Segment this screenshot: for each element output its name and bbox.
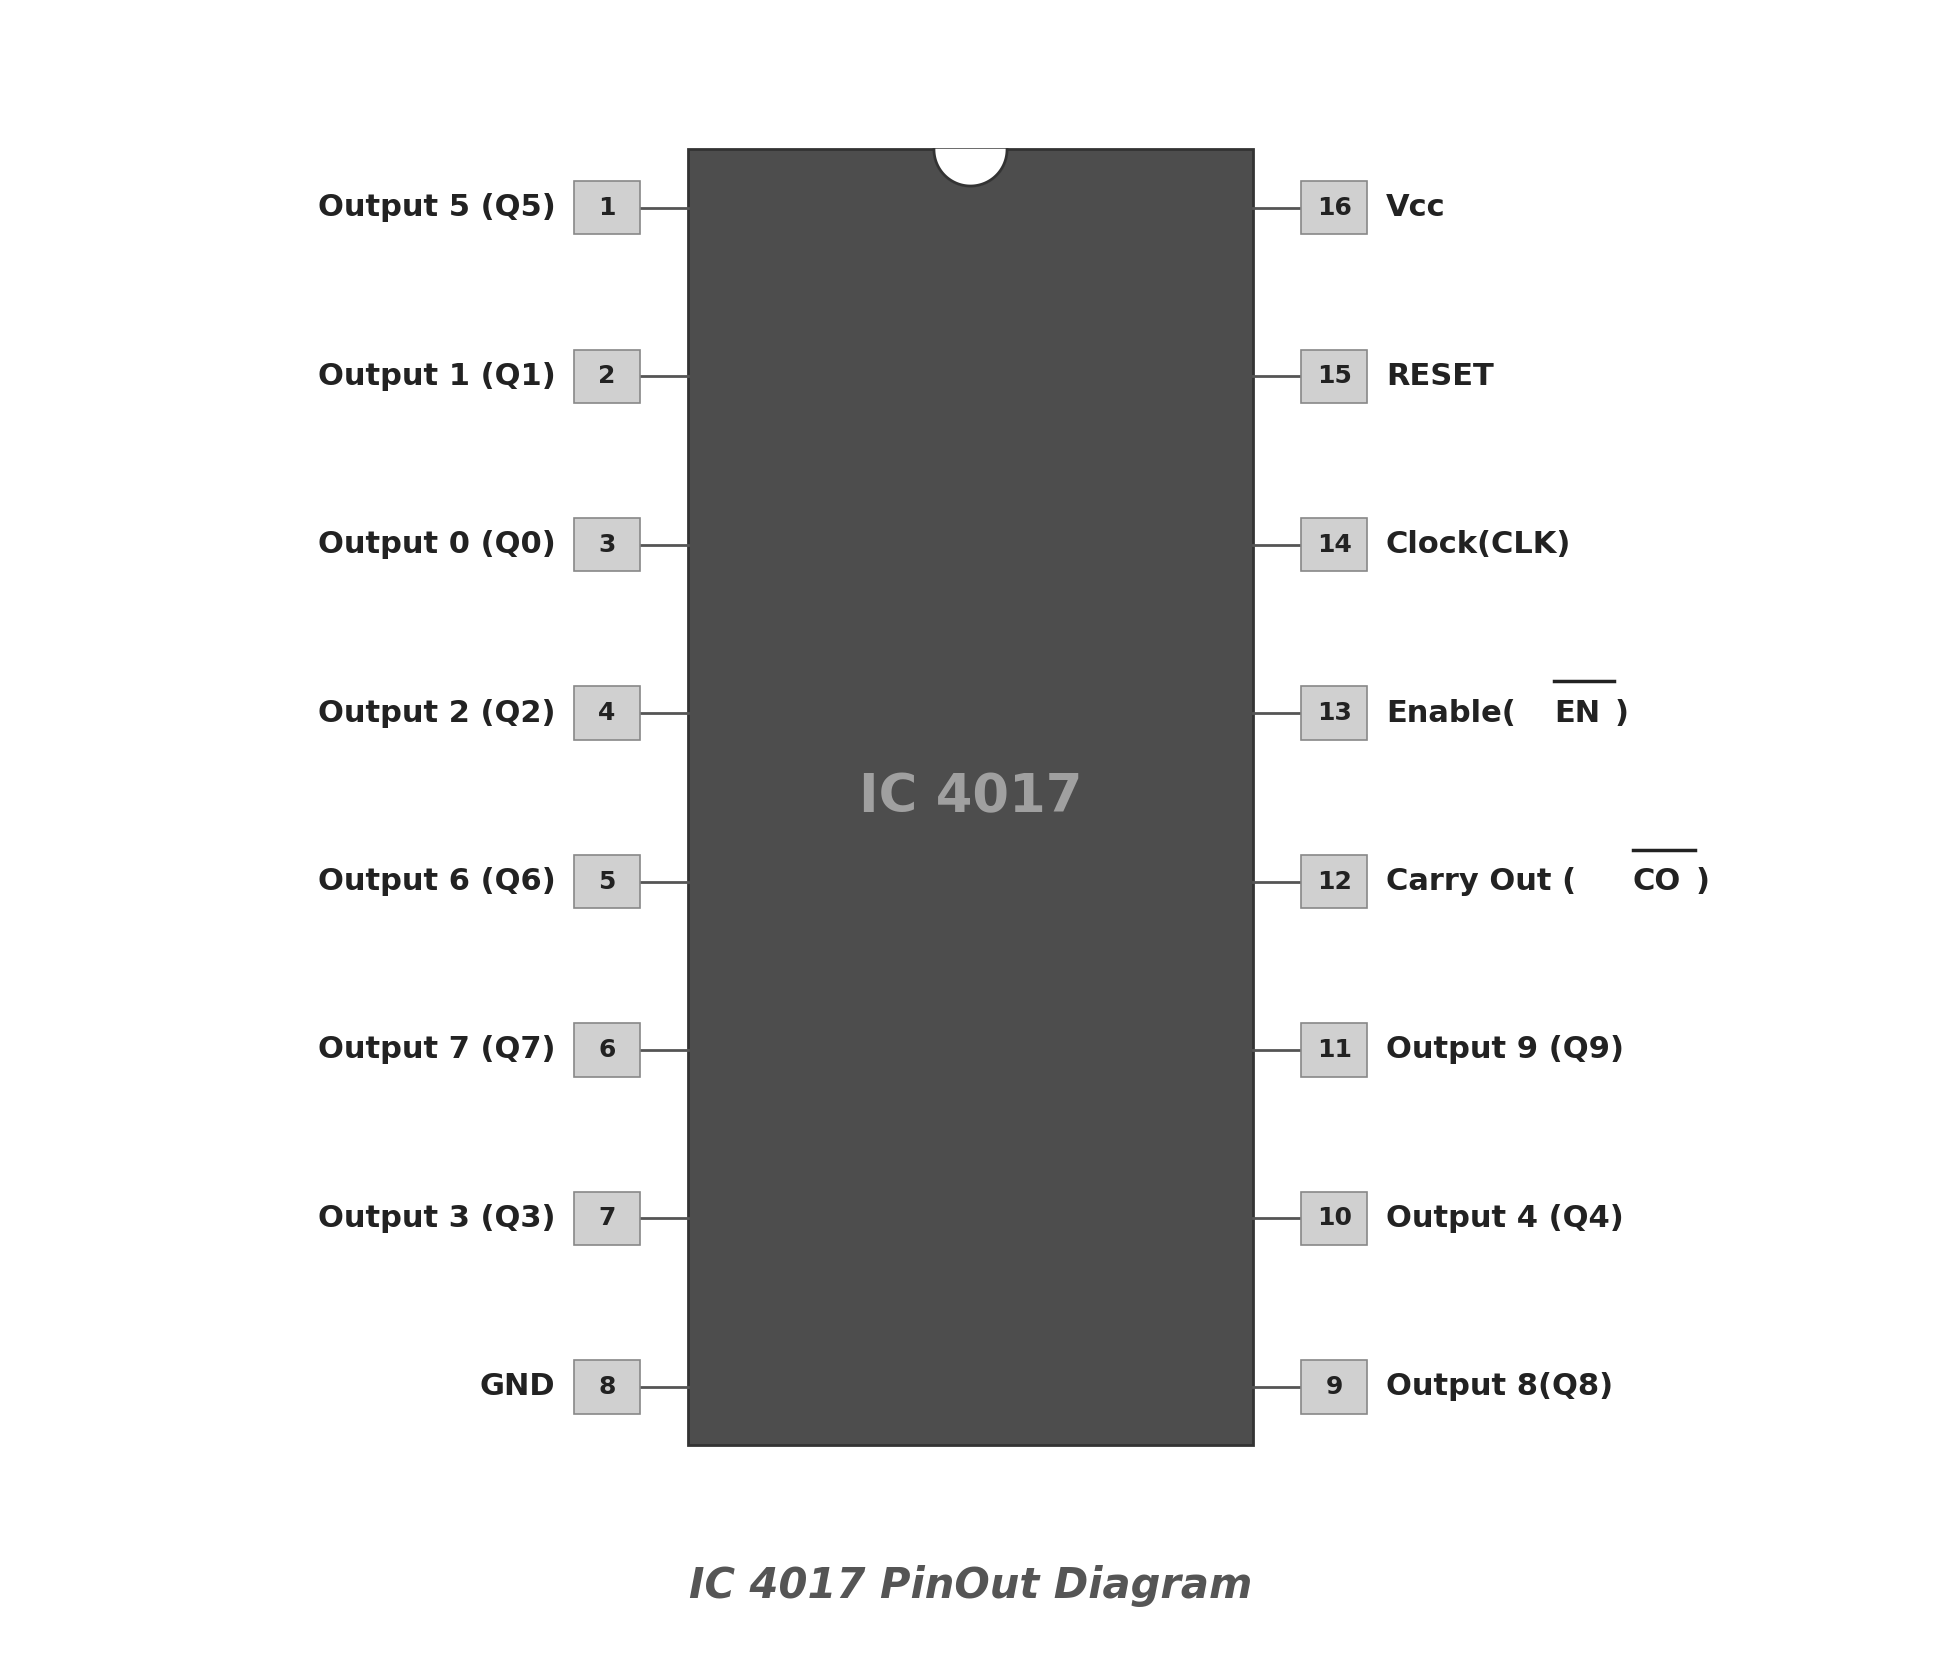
Text: 13: 13 — [1316, 701, 1351, 726]
Polygon shape — [934, 149, 1007, 186]
Text: 8: 8 — [598, 1375, 615, 1399]
FancyBboxPatch shape — [1300, 518, 1368, 571]
FancyBboxPatch shape — [573, 686, 641, 739]
Text: 9: 9 — [1326, 1375, 1343, 1399]
FancyBboxPatch shape — [573, 181, 641, 234]
Text: 4: 4 — [598, 701, 615, 726]
FancyBboxPatch shape — [573, 1193, 641, 1246]
Text: 10: 10 — [1316, 1206, 1351, 1231]
Text: 12: 12 — [1316, 869, 1351, 894]
Text: 3: 3 — [598, 533, 615, 556]
Text: GND: GND — [479, 1372, 555, 1402]
Text: 15: 15 — [1316, 364, 1351, 389]
Text: IC 4017 PinOut Diagram: IC 4017 PinOut Diagram — [689, 1565, 1252, 1608]
Text: Vcc: Vcc — [1386, 193, 1446, 223]
FancyBboxPatch shape — [1300, 855, 1368, 909]
FancyBboxPatch shape — [573, 1360, 641, 1414]
FancyBboxPatch shape — [1300, 686, 1368, 739]
Text: 2: 2 — [598, 364, 615, 389]
Text: 6: 6 — [598, 1038, 615, 1061]
FancyBboxPatch shape — [573, 349, 641, 402]
Text: IC 4017: IC 4017 — [858, 771, 1083, 824]
Text: ): ) — [1694, 867, 1710, 895]
Text: Output 7 (Q7): Output 7 (Q7) — [318, 1035, 555, 1065]
Text: Output 1 (Q1): Output 1 (Q1) — [318, 362, 555, 390]
Text: Output 3 (Q3): Output 3 (Q3) — [318, 1204, 555, 1232]
Text: Clock(CLK): Clock(CLK) — [1386, 530, 1570, 560]
Text: EN: EN — [1555, 699, 1601, 728]
FancyBboxPatch shape — [689, 149, 1252, 1445]
FancyBboxPatch shape — [1300, 181, 1368, 234]
Text: Output 4 (Q4): Output 4 (Q4) — [1386, 1204, 1623, 1232]
FancyBboxPatch shape — [1300, 1023, 1368, 1076]
Text: Output 8(Q8): Output 8(Q8) — [1386, 1372, 1613, 1402]
FancyBboxPatch shape — [573, 518, 641, 571]
Text: Output 0 (Q0): Output 0 (Q0) — [318, 530, 555, 560]
Text: Output 9 (Q9): Output 9 (Q9) — [1386, 1035, 1625, 1065]
Text: ): ) — [1615, 699, 1628, 728]
Text: Carry Out (: Carry Out ( — [1386, 867, 1576, 895]
Text: 5: 5 — [598, 869, 615, 894]
FancyBboxPatch shape — [573, 855, 641, 909]
Text: Output 5 (Q5): Output 5 (Q5) — [318, 193, 555, 223]
Text: 11: 11 — [1316, 1038, 1351, 1061]
Text: RESET: RESET — [1386, 362, 1493, 390]
FancyBboxPatch shape — [1300, 349, 1368, 402]
Text: 1: 1 — [598, 196, 615, 219]
Text: Output 2 (Q2): Output 2 (Q2) — [318, 699, 555, 728]
Text: 7: 7 — [598, 1206, 615, 1231]
FancyBboxPatch shape — [1300, 1360, 1368, 1414]
Text: Enable(: Enable( — [1386, 699, 1516, 728]
Text: Output 6 (Q6): Output 6 (Q6) — [318, 867, 555, 895]
Text: 14: 14 — [1316, 533, 1351, 556]
Text: CO: CO — [1632, 867, 1681, 895]
Text: 16: 16 — [1316, 196, 1351, 219]
FancyBboxPatch shape — [1300, 1193, 1368, 1246]
FancyBboxPatch shape — [573, 1023, 641, 1076]
